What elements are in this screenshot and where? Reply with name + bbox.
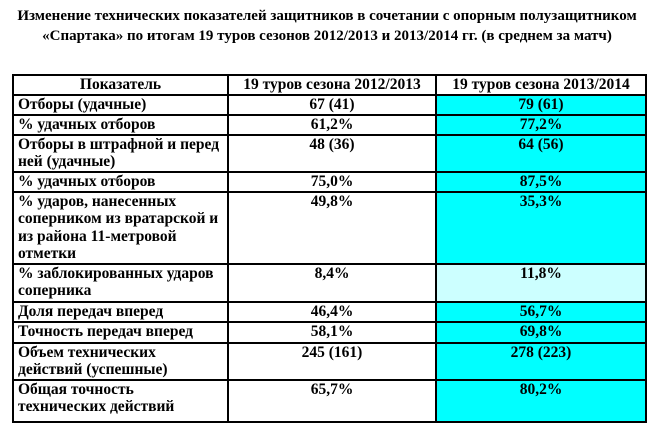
indicator-cell: % ударов, нанесенных соперником из врата… xyxy=(12,190,229,265)
table-row: Общая точность технических действий 65,7… xyxy=(12,378,647,423)
header-season-2012-2013: 19 туров сезона 2012/2013 xyxy=(227,74,437,96)
value-2012-cell: 245 (161) xyxy=(227,341,437,381)
table-row: % удачных отборов 61,2% 77,2% xyxy=(12,113,647,136)
value-2012-cell: 49,8% xyxy=(227,190,437,265)
value-2013-cell: 64 (56) xyxy=(435,133,647,173)
value-2012-cell: 58,1% xyxy=(227,320,437,344)
indicator-cell: Общая точность технических действий xyxy=(12,378,229,423)
value-2013-cell: 278 (223) xyxy=(435,341,647,381)
header-row: Показатель 19 туров сезона 2012/2013 19 … xyxy=(12,74,647,96)
value-2012-cell: 75,0% xyxy=(227,170,437,193)
table-title: Изменение технических показателей защитн… xyxy=(17,8,637,44)
table-row: % заблокированных ударов соперника 8,4% … xyxy=(12,262,647,303)
indicator-cell: % удачных отборов xyxy=(12,170,229,193)
value-2013-cell: 77,2% xyxy=(435,113,647,136)
value-2012-cell: 46,4% xyxy=(227,300,437,323)
indicator-cell: Отборы в штрафной и перед ней (удачные) xyxy=(12,133,229,173)
stats-table: Показатель 19 туров сезона 2012/2013 19 … xyxy=(12,74,647,423)
value-2013-cell: 69,8% xyxy=(435,320,647,344)
header-season-2013-2014: 19 туров сезона 2013/2014 xyxy=(435,74,647,96)
value-2012-cell: 67 (41) xyxy=(227,93,437,116)
value-2012-cell: 48 (36) xyxy=(227,133,437,173)
table-row: Объем технических действий (успешные) 24… xyxy=(12,341,647,381)
table-row: % удачных отборов 75,0% 87,5% xyxy=(12,170,647,193)
indicator-cell: Доля передач вперед xyxy=(12,300,229,323)
value-2012-cell: 8,4% xyxy=(227,262,437,303)
indicator-cell: Отборы (удачные) xyxy=(12,93,229,116)
table-row: Отборы (удачные) 67 (41) 79 (61) xyxy=(12,93,647,116)
table-row: % ударов, нанесенных соперником из врата… xyxy=(12,190,647,265)
indicator-cell: Точность передач вперед xyxy=(12,320,229,344)
value-2012-cell: 61,2% xyxy=(227,113,437,136)
value-2013-cell: 79 (61) xyxy=(435,93,647,116)
header-indicator: Показатель xyxy=(12,74,229,96)
value-2013-cell: 11,8% xyxy=(435,262,647,303)
indicator-cell: Объем технических действий (успешные) xyxy=(12,341,229,381)
indicator-cell: % удачных отборов xyxy=(12,113,229,136)
table-row: Точность передач вперед 58,1% 69,8% xyxy=(12,320,647,344)
value-2013-cell: 35,3% xyxy=(435,190,647,265)
value-2013-cell: 87,5% xyxy=(435,170,647,193)
value-2012-cell: 65,7% xyxy=(227,378,437,423)
value-2013-cell: 80,2% xyxy=(435,378,647,423)
table-row: Отборы в штрафной и перед ней (удачные) … xyxy=(12,133,647,173)
table-row: Доля передач вперед 46,4% 56,7% xyxy=(12,300,647,323)
indicator-cell: % заблокированных ударов соперника xyxy=(12,262,229,303)
value-2013-cell: 56,7% xyxy=(435,300,647,323)
